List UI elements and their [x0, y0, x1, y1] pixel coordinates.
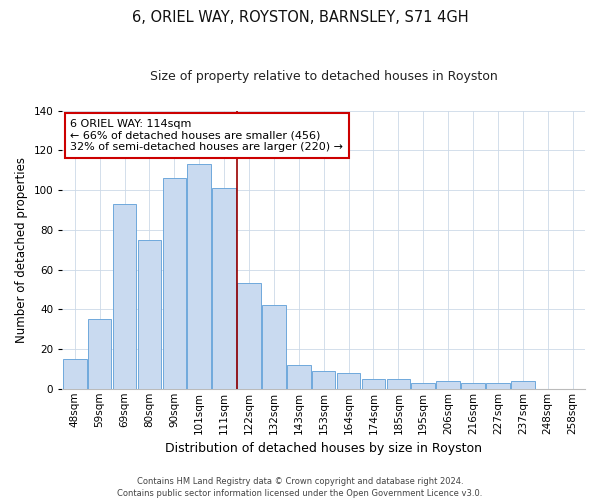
Bar: [63, 359, 86, 389]
Text: Contains HM Land Registry data © Crown copyright and database right 2024.
Contai: Contains HM Land Registry data © Crown c…: [118, 476, 482, 498]
Bar: [337, 373, 361, 389]
Text: 6 ORIEL WAY: 114sqm
← 66% of detached houses are smaller (456)
32% of semi-detac: 6 ORIEL WAY: 114sqm ← 66% of detached ho…: [70, 119, 343, 152]
Bar: [386, 379, 410, 389]
Bar: [436, 381, 460, 389]
Bar: [212, 188, 236, 389]
Bar: [237, 284, 261, 389]
Bar: [461, 383, 485, 389]
Bar: [137, 240, 161, 389]
Bar: [486, 383, 510, 389]
Bar: [262, 306, 286, 389]
Title: Size of property relative to detached houses in Royston: Size of property relative to detached ho…: [150, 70, 497, 83]
Bar: [88, 319, 112, 389]
Bar: [511, 381, 535, 389]
Bar: [163, 178, 186, 389]
X-axis label: Distribution of detached houses by size in Royston: Distribution of detached houses by size …: [165, 442, 482, 455]
Bar: [287, 365, 311, 389]
Bar: [187, 164, 211, 389]
Bar: [312, 371, 335, 389]
Bar: [412, 383, 435, 389]
Y-axis label: Number of detached properties: Number of detached properties: [15, 156, 28, 342]
Text: 6, ORIEL WAY, ROYSTON, BARNSLEY, S71 4GH: 6, ORIEL WAY, ROYSTON, BARNSLEY, S71 4GH: [131, 10, 469, 25]
Bar: [113, 204, 136, 389]
Bar: [362, 379, 385, 389]
